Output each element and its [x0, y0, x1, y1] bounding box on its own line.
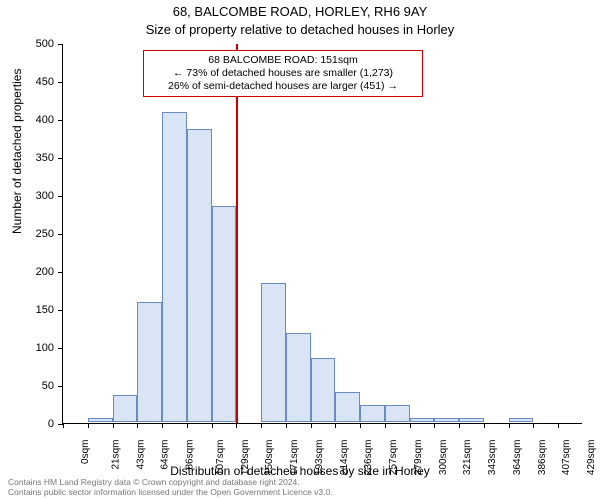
x-axis-label: Distribution of detached houses by size … [0, 464, 600, 478]
y-tick [58, 310, 63, 311]
x-tick [410, 423, 411, 428]
title-line-1: 68, BALCOMBE ROAD, HORLEY, RH6 9AY [0, 4, 600, 19]
y-tick-label: 150 [36, 304, 54, 316]
y-tick-label: 450 [36, 76, 54, 88]
histogram-bar [137, 302, 162, 422]
histogram-bar [113, 395, 138, 422]
histogram-bar [212, 206, 237, 422]
histogram-bar [311, 358, 336, 422]
y-tick-label: 0 [48, 418, 54, 430]
histogram-bar [385, 405, 410, 422]
y-tick-label: 100 [36, 342, 54, 354]
y-tick [58, 120, 63, 121]
x-tick [236, 423, 237, 428]
y-tick [58, 234, 63, 235]
x-tick [187, 423, 188, 428]
footer-attribution: Contains HM Land Registry data © Crown c… [8, 478, 333, 498]
y-tick-label: 350 [36, 152, 54, 164]
x-tick [311, 423, 312, 428]
histogram-bar [162, 112, 187, 422]
histogram-bar [360, 405, 385, 422]
y-tick-label: 300 [36, 190, 54, 202]
y-tick [58, 158, 63, 159]
x-tick [434, 423, 435, 428]
y-tick [58, 386, 63, 387]
chart-area: 0501001502002503003504004505000sqm21sqm4… [62, 44, 582, 424]
y-tick [58, 196, 63, 197]
y-tick [58, 272, 63, 273]
plot-region: 0501001502002503003504004505000sqm21sqm4… [62, 44, 582, 424]
y-tick [58, 44, 63, 45]
x-tick-label: 0sqm [80, 440, 91, 464]
x-tick [162, 423, 163, 428]
histogram-bar [335, 392, 360, 422]
x-tick [88, 423, 89, 428]
x-tick [360, 423, 361, 428]
histogram-bar [88, 418, 113, 422]
y-tick [58, 82, 63, 83]
x-tick [113, 423, 114, 428]
histogram-bar [434, 418, 459, 422]
histogram-bar [187, 129, 212, 422]
histogram-bar [261, 283, 286, 422]
y-tick-label: 500 [36, 38, 54, 50]
y-tick-label: 400 [36, 114, 54, 126]
y-axis-label: Number of detached properties [10, 69, 24, 234]
x-tick [459, 423, 460, 428]
title-line-2: Size of property relative to detached ho… [0, 22, 600, 37]
annotation-line-2: ← 73% of detached houses are smaller (1,… [150, 67, 416, 80]
x-tick [484, 423, 485, 428]
x-tick [63, 423, 64, 428]
x-tick [286, 423, 287, 428]
annotation-box: 68 BALCOMBE ROAD: 151sqm← 73% of detache… [143, 50, 423, 97]
x-tick [533, 423, 534, 428]
histogram-bar [286, 333, 311, 422]
histogram-bar [459, 418, 484, 422]
histogram-bar [509, 418, 534, 422]
y-tick-label: 250 [36, 228, 54, 240]
x-tick [385, 423, 386, 428]
annotation-line-3: 26% of semi-detached houses are larger (… [150, 80, 416, 93]
x-tick [261, 423, 262, 428]
annotation-line-1: 68 BALCOMBE ROAD: 151sqm [150, 54, 416, 67]
x-tick [212, 423, 213, 428]
y-tick-label: 200 [36, 266, 54, 278]
x-tick [558, 423, 559, 428]
histogram-bar [410, 418, 435, 422]
y-tick-label: 50 [42, 380, 54, 392]
x-tick [509, 423, 510, 428]
x-tick [137, 423, 138, 428]
x-tick [335, 423, 336, 428]
y-tick [58, 348, 63, 349]
marker-line [236, 44, 238, 423]
footer-line-2: Contains public sector information licen… [8, 488, 333, 498]
